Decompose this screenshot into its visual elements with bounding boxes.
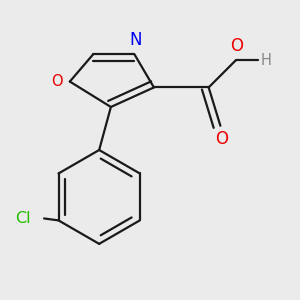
Text: H: H (261, 52, 272, 68)
Text: O: O (230, 38, 243, 56)
Text: O: O (51, 74, 63, 89)
Text: O: O (215, 130, 229, 148)
Text: Cl: Cl (16, 211, 31, 226)
Text: N: N (129, 32, 141, 50)
